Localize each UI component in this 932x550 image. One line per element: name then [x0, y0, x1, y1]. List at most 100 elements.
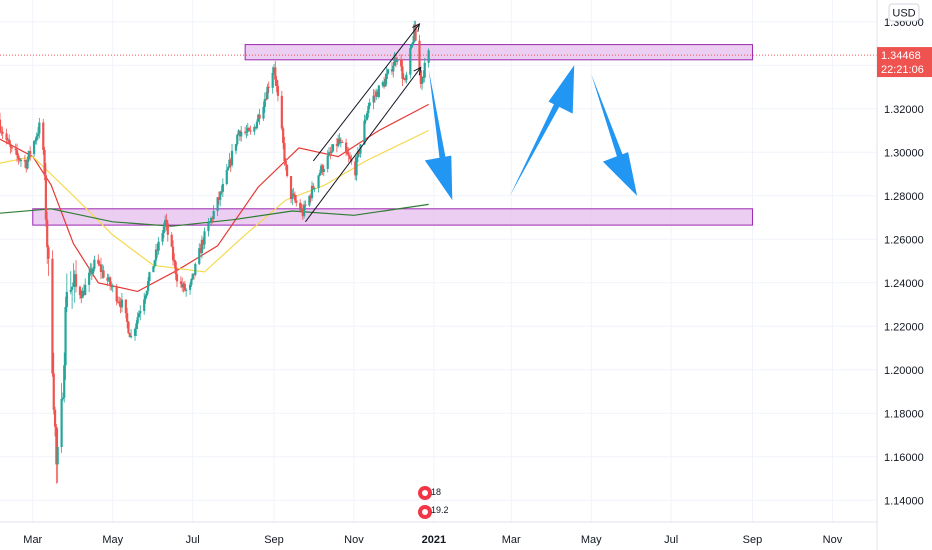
projection-arrow-up[interactable] [509, 65, 575, 196]
candle-body [109, 277, 112, 286]
candle-body [267, 86, 270, 88]
candle [148, 271, 151, 284]
candle-body [348, 156, 352, 159]
candle-body [136, 317, 139, 324]
projection-arrows[interactable] [424, 65, 638, 201]
candle-body [15, 150, 19, 156]
moving-average-line [0, 203, 429, 227]
candle-body [116, 301, 120, 303]
candle [203, 227, 206, 249]
candle [181, 277, 184, 292]
candle-body [409, 47, 412, 75]
price-zone[interactable] [32, 208, 753, 226]
candle [230, 143, 234, 168]
candle [282, 126, 285, 150]
candle [27, 150, 30, 163]
candle [102, 265, 105, 279]
candle [359, 144, 362, 158]
candle [46, 211, 49, 264]
candle-body [283, 142, 286, 162]
candle [162, 222, 165, 239]
candle [303, 200, 306, 219]
candle-body [161, 233, 164, 242]
candle-body [276, 86, 280, 96]
candle [276, 80, 280, 102]
candle [421, 75, 424, 90]
candle-body [156, 249, 159, 251]
candle [74, 260, 78, 293]
event-markers[interactable]: 18 19.2 [418, 486, 449, 519]
currency-button[interactable]: USD [888, 3, 920, 22]
candle-body [285, 164, 289, 176]
candle-body [282, 128, 285, 143]
projection-arrow-down[interactable] [591, 74, 638, 196]
candle [14, 143, 17, 155]
candle-body [317, 175, 320, 188]
candle [170, 232, 173, 248]
candle [139, 305, 142, 321]
event-marker[interactable]: 18 [418, 486, 441, 500]
price-zone[interactable] [244, 44, 753, 61]
candle [385, 67, 388, 85]
candle [0, 113, 2, 134]
candle [174, 259, 177, 280]
candle-body [185, 289, 188, 291]
candle [107, 273, 110, 282]
candle-body [320, 165, 323, 173]
candle-body [81, 291, 84, 299]
channel-lower-line[interactable] [305, 67, 422, 223]
candle-body [25, 161, 28, 169]
candle [119, 297, 122, 314]
candle-body [93, 259, 96, 269]
projection-arrow-down[interactable] [424, 69, 453, 201]
candle-body [419, 69, 422, 84]
candle-body [90, 268, 93, 274]
price-axis[interactable]: 1.360001.340001.320001.300001.280001.260… [876, 0, 932, 550]
candle [51, 250, 54, 377]
y-tick-label: 1.16000 [884, 452, 924, 464]
candle-body [154, 249, 158, 261]
candle-body [36, 133, 40, 137]
candle-body [56, 446, 59, 465]
candle [220, 185, 223, 195]
candle-body [309, 195, 312, 199]
candle-body [173, 260, 176, 262]
channel-upper-line[interactable] [312, 23, 420, 162]
candle-body [405, 74, 408, 81]
candle [377, 84, 380, 99]
candle [376, 89, 379, 98]
support-resistance-zones[interactable] [32, 44, 753, 226]
candle-body [6, 139, 9, 141]
candle [401, 59, 404, 86]
candle [143, 292, 146, 315]
candle-body [102, 270, 105, 278]
candle-body [157, 241, 160, 251]
candle [247, 126, 251, 131]
candle-body [128, 333, 131, 338]
trend-channel[interactable] [305, 23, 422, 223]
candle-body [365, 113, 369, 120]
candle [368, 98, 371, 110]
candle-body [220, 191, 223, 193]
time-axis[interactable]: Mar May Jul Sep Nov 2021 Mar May Jul Sep Nov [0, 521, 877, 546]
candle-body [110, 285, 113, 287]
candle-body [292, 193, 295, 195]
candle [396, 57, 399, 65]
candle-body [321, 165, 324, 173]
candle-body [18, 158, 21, 161]
candle [81, 287, 84, 299]
candle [304, 200, 307, 210]
candle-body [14, 148, 17, 151]
candle-body [303, 204, 306, 217]
candle-body [225, 170, 228, 184]
candle [88, 266, 91, 292]
candle [109, 276, 112, 291]
candle-body [322, 168, 325, 173]
y-tick-label: 1.22000 [884, 321, 924, 333]
candle [190, 278, 193, 287]
candle-body [44, 175, 47, 220]
event-marker[interactable]: 19.2 [418, 505, 449, 519]
candle [271, 66, 274, 94]
